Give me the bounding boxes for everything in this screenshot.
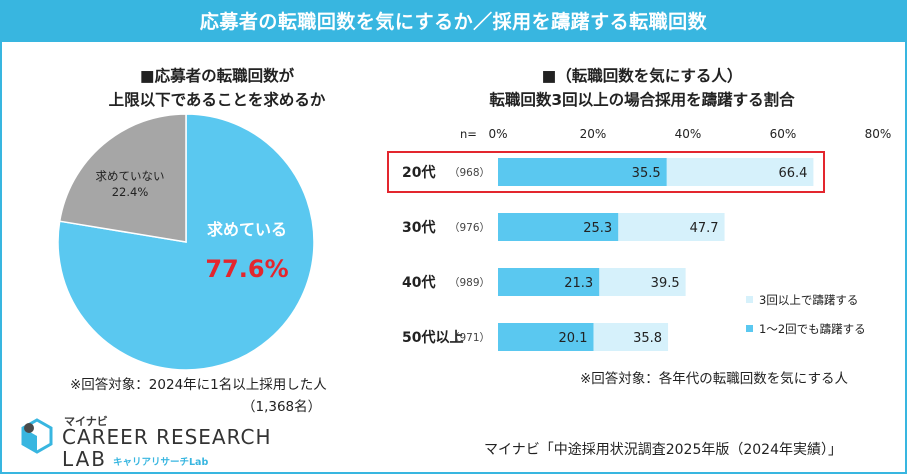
value-label-one-two: 35.5 bbox=[632, 166, 661, 181]
logo-mark-icon bbox=[21, 418, 53, 454]
pie-note-line-1: ※回答対象：2024年に1名以上採用した人 bbox=[70, 377, 327, 393]
bar-one-two bbox=[498, 213, 619, 241]
bar-chart-title: ■（転職回数を気にする人） 転職回数3回以上の場合採用を躊躇する割合 bbox=[432, 64, 852, 112]
header-title: 応募者の転職回数を気にするか／採用を躊躇する転職回数 bbox=[199, 11, 708, 33]
n-label: n= bbox=[460, 127, 477, 141]
logo-brand: マイナビ bbox=[64, 415, 108, 428]
pie-slice-seeking bbox=[57, 113, 315, 371]
value-label-three-plus: 35.8 bbox=[633, 331, 662, 346]
pie-value-not-seeking: 22.4% bbox=[112, 185, 149, 199]
pie-title-line-2: 上限以下であることを求めるか bbox=[108, 91, 326, 109]
pie-value-seeking: 77.6% bbox=[205, 255, 288, 283]
legend-swatch bbox=[746, 325, 753, 332]
value-label-three-plus: 39.5 bbox=[651, 276, 680, 291]
x-tick-label: 40% bbox=[675, 127, 702, 141]
pie-note-line-2: （1,368名） bbox=[242, 399, 322, 415]
highlight-box bbox=[387, 151, 825, 193]
legend-swatch bbox=[746, 296, 753, 303]
n-value: （968） bbox=[449, 167, 490, 179]
value-label-one-two: 20.1 bbox=[559, 331, 588, 346]
value-label-one-two: 21.3 bbox=[564, 276, 593, 291]
logo-lab: LAB bbox=[62, 447, 108, 471]
x-tick-label: 0% bbox=[488, 127, 507, 141]
bar-note: ※回答対象：各年代の転職回数を気にする人 bbox=[580, 371, 848, 387]
n-value: （971） bbox=[449, 332, 490, 344]
x-tick-label: 60% bbox=[770, 127, 797, 141]
bar-one-two bbox=[498, 158, 667, 186]
x-tick-label: 80% bbox=[865, 127, 892, 141]
category-label: 40代 bbox=[402, 274, 435, 291]
logo-career-research: CAREER RESEARCH bbox=[62, 425, 272, 449]
bar-one-two bbox=[498, 323, 594, 351]
value-label-three-plus: 66.4 bbox=[778, 166, 807, 181]
header-banner: 応募者の転職回数を気にするか／採用を躊躇する転職回数 bbox=[2, 2, 905, 42]
bar-one-two bbox=[498, 268, 600, 296]
x-tick-label: 20% bbox=[580, 127, 607, 141]
value-label-one-two: 25.3 bbox=[583, 221, 612, 236]
pie-label-seeking: 求めている bbox=[207, 220, 287, 239]
bar-title-line-1: ■（転職回数を気にする人） bbox=[541, 67, 743, 85]
category-label: 30代 bbox=[402, 219, 435, 236]
n-value: （989） bbox=[449, 277, 490, 289]
source-credit: マイナビ「中途採用状況調査2025年版（2024年実績）」 bbox=[484, 442, 842, 458]
pie-title-line-1: ■応募者の転職回数が bbox=[139, 67, 295, 85]
logo-kana: キャリアリサーチLab bbox=[113, 457, 209, 468]
value-label-three-plus: 47.7 bbox=[690, 221, 719, 236]
n-value: （976） bbox=[449, 222, 490, 234]
pie-label-not-seeking: 求めていない bbox=[96, 169, 165, 183]
category-label: 50代以上 bbox=[402, 329, 463, 346]
category-label: 20代 bbox=[402, 164, 435, 181]
pie-chart-title: ■応募者の転職回数が 上限以下であることを求めるか bbox=[72, 64, 362, 112]
pie-slice-not-seeking bbox=[58, 113, 187, 243]
bar-title-line-2: 転職回数3回以上の場合採用を躊躇する割合 bbox=[489, 91, 795, 109]
legend-label: 1～2回でも躊躇する bbox=[759, 322, 866, 336]
legend-label: 3回以上で躊躇する bbox=[759, 293, 858, 307]
